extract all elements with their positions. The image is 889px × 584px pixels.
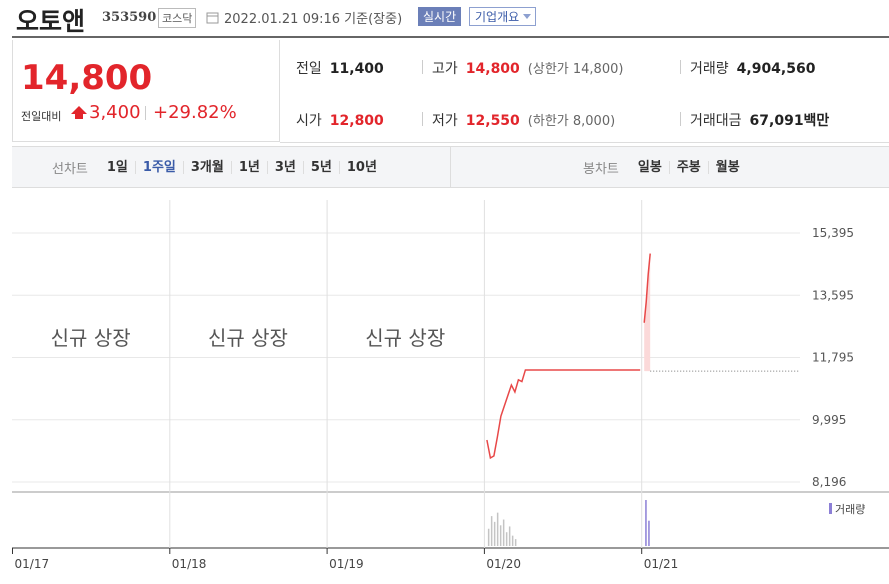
legend-swatch: [829, 503, 832, 514]
volume-bar: [648, 520, 650, 546]
stats-box: 전일 11,400 고가 14,800 (상한가 14,800) 거래량 4,904,560…: [280, 40, 889, 143]
sep: [680, 112, 681, 126]
volume-bar: [502, 519, 505, 546]
stock-name: 오토앤: [16, 7, 86, 36]
candle-tab[interactable]: 주봉: [668, 160, 708, 174]
stat-value: 14,800: [465, 61, 520, 77]
y-tick-label: 11,795: [812, 351, 854, 365]
sep: [422, 112, 423, 126]
volume-bar: [508, 526, 511, 546]
up-icon: [71, 106, 87, 119]
x-tick-label: 01/21: [644, 557, 679, 571]
tab-group-label: 선차트: [52, 161, 88, 177]
price-line: [643, 253, 651, 323]
stat: 시가 12,800: [296, 110, 384, 130]
company-button[interactable]: 기업개요: [469, 7, 537, 26]
x-tick-label: 01/18: [172, 557, 207, 571]
stat-value: 12,550: [465, 113, 520, 129]
company-button-label: 기업개요: [475, 10, 520, 24]
period-tab[interactable]: 1일: [106, 159, 128, 175]
stat-note: (하한가 8,000): [527, 114, 616, 129]
line-tabs: 선차트 1일 1주일 3개월 1년 3년 5년 10년: [52, 147, 384, 187]
volume-bar: [499, 525, 502, 546]
volume-bar: [645, 500, 647, 546]
price-box: 14,800 전일대비 3,400 +29.82%: [12, 40, 280, 142]
volume-bar: [490, 516, 493, 546]
change-label: 전일대비: [21, 110, 62, 123]
period-tab[interactable]: 1년: [230, 160, 267, 174]
dropdown-icon: [523, 14, 532, 19]
x-tick-label: 01/20: [486, 557, 521, 571]
period-tab[interactable]: 3개월: [182, 160, 231, 174]
volume-bar: [505, 532, 508, 546]
y-tick-label: 15,395: [812, 226, 854, 240]
stat-value: 11,400: [329, 61, 384, 77]
realtime-button[interactable]: 실시간: [418, 7, 462, 26]
y-tick-label: 13,595: [812, 288, 854, 302]
stat: 거래량 4,904,560: [680, 58, 816, 78]
period-tab[interactable]: 10년: [338, 160, 384, 174]
stat-label: 거래대금: [690, 113, 742, 129]
sep: [680, 60, 681, 74]
x-tick-label: 01/19: [329, 557, 364, 571]
current-price: 14,800: [21, 58, 153, 98]
y-tick-label: 9,995: [812, 413, 846, 427]
day-note: 신규 상장: [208, 326, 288, 350]
stat: 저가 12,550 (하한가 8,000): [422, 110, 616, 130]
period-tab[interactable]: 5년: [302, 160, 339, 174]
period-tab[interactable]: 1주일: [134, 160, 183, 174]
stat: 전일 11,400: [296, 58, 384, 78]
volume-bar: [487, 528, 490, 546]
candle-tab[interactable]: 일봉: [637, 159, 662, 175]
tab-group-label: 봉차트: [583, 161, 619, 177]
stat-value: 12,800: [329, 113, 384, 129]
volume-bar: [496, 512, 499, 546]
stat-value: 67,091백만: [749, 113, 830, 129]
stat-label: 저가: [432, 113, 458, 129]
day-note: 신규 상장: [365, 326, 445, 350]
rise-fill: [644, 253, 651, 372]
x-tick-label: 01/17: [15, 557, 50, 571]
stat-label: 전일: [296, 61, 322, 77]
stat-value: 4,904,560: [736, 61, 816, 77]
calendar-icon: [206, 12, 219, 24]
chart-tabs: 선차트 1일 1주일 3개월 1년 3년 5년 10년 봉차트 일봉 주봉 월봉: [12, 146, 889, 188]
y-tick-label: 8,196: [812, 475, 846, 489]
day-note: 신규 상장: [51, 326, 131, 350]
sep: [145, 106, 146, 120]
price-line: [486, 369, 641, 460]
change-rate: +29.82%: [153, 102, 237, 123]
volume-bar: [511, 535, 514, 546]
stat-label: 거래량: [690, 61, 729, 77]
chart: 8,196 9,995 11,795 13,595 15,395 01/17 신규 상장 01…: [12, 200, 889, 571]
sep: [422, 60, 423, 74]
legend-label: 거래량: [835, 503, 865, 516]
volume-bar: [493, 521, 496, 546]
stat-label: 고가: [432, 61, 458, 77]
stock-code: 353590: [102, 10, 157, 25]
sep: [450, 147, 451, 187]
change: 3,400: [89, 102, 141, 123]
stat: 고가 14,800 (상한가 14,800): [422, 58, 624, 78]
header-rule: [12, 36, 889, 38]
period-tab[interactable]: 3년: [266, 160, 303, 174]
market-badge: 코스닥: [158, 8, 197, 28]
timestamp: 2022.01.21 09:16 기준(장중): [224, 12, 403, 27]
volume-bar: [514, 539, 517, 546]
stat: 거래대금 67,091백만: [680, 110, 830, 130]
candle-tab[interactable]: 월봉: [707, 160, 747, 174]
stat-note: (상한가 14,800): [527, 62, 624, 77]
stat-label: 시가: [296, 113, 322, 129]
candle-tabs: 봉차트 일봉 주봉 월봉: [583, 147, 747, 187]
